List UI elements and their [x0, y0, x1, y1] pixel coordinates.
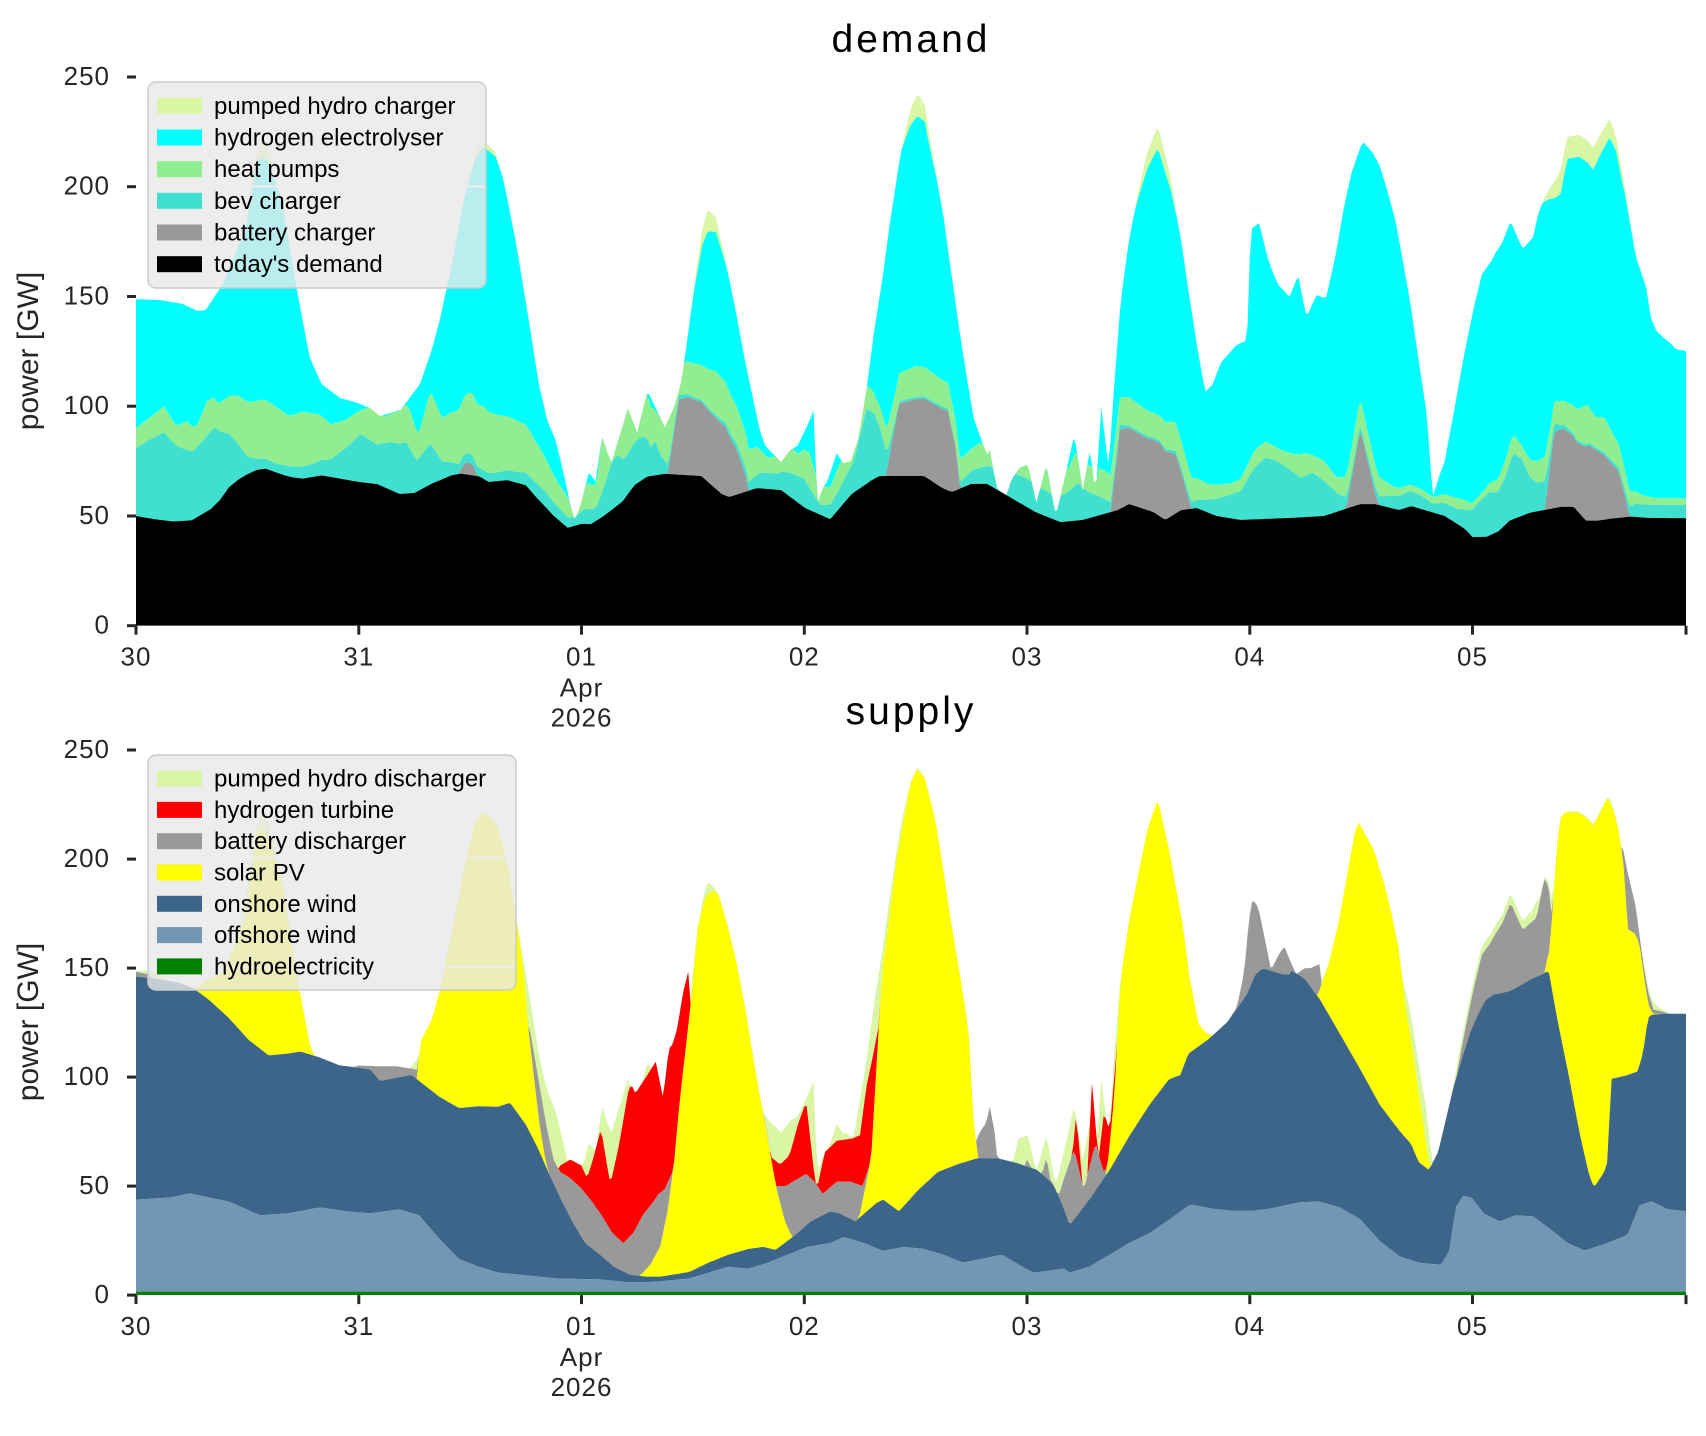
- svg-text:battery discharger: battery discharger: [214, 828, 406, 855]
- svg-text:02: 02: [789, 642, 820, 672]
- svg-text:pumped hydro charger: pumped hydro charger: [214, 93, 455, 120]
- svg-text:05: 05: [1457, 1311, 1488, 1341]
- svg-text:30: 30: [121, 642, 152, 672]
- svg-text:31: 31: [343, 642, 374, 672]
- svg-text:01: 01: [566, 642, 597, 672]
- svg-text:demand: demand: [832, 18, 991, 61]
- svg-text:01: 01: [566, 1311, 597, 1341]
- svg-text:heat pumps: heat pumps: [214, 156, 339, 183]
- svg-text:power [GW]: power [GW]: [12, 943, 45, 1101]
- svg-text:today's demand: today's demand: [214, 251, 383, 278]
- svg-text:offshore wind: offshore wind: [214, 922, 356, 949]
- svg-text:250: 250: [64, 61, 110, 91]
- svg-text:150: 150: [64, 281, 110, 311]
- svg-text:power [GW]: power [GW]: [12, 272, 45, 430]
- svg-text:2026: 2026: [551, 1372, 613, 1402]
- svg-text:hydrogen electrolyser: hydrogen electrolyser: [214, 125, 443, 152]
- svg-text:Apr: Apr: [560, 1342, 603, 1372]
- svg-text:150: 150: [64, 952, 110, 982]
- svg-text:200: 200: [64, 171, 110, 201]
- svg-text:onshore wind: onshore wind: [214, 891, 357, 918]
- svg-text:bev charger: bev charger: [214, 188, 341, 215]
- svg-text:hydroelectricity: hydroelectricity: [214, 953, 374, 980]
- svg-text:30: 30: [121, 1311, 152, 1341]
- svg-text:04: 04: [1234, 1311, 1265, 1341]
- svg-text:hydrogen turbine: hydrogen turbine: [214, 797, 394, 824]
- svg-text:2026: 2026: [551, 703, 613, 733]
- svg-text:Apr: Apr: [560, 673, 603, 703]
- svg-text:100: 100: [64, 1061, 110, 1091]
- svg-text:supply: supply: [846, 690, 977, 733]
- svg-text:04: 04: [1234, 642, 1265, 672]
- svg-text:05: 05: [1457, 642, 1488, 672]
- svg-text:battery charger: battery charger: [214, 220, 375, 247]
- svg-text:50: 50: [79, 500, 110, 530]
- svg-text:03: 03: [1012, 642, 1043, 672]
- svg-text:pumped hydro discharger: pumped hydro discharger: [214, 766, 486, 793]
- svg-text:50: 50: [79, 1170, 110, 1200]
- svg-text:200: 200: [64, 843, 110, 873]
- svg-text:31: 31: [343, 1311, 374, 1341]
- svg-text:02: 02: [789, 1311, 820, 1341]
- svg-text:0: 0: [95, 610, 110, 640]
- svg-text:0: 0: [95, 1279, 110, 1309]
- svg-text:100: 100: [64, 390, 110, 420]
- svg-text:03: 03: [1012, 1311, 1043, 1341]
- svg-text:250: 250: [64, 734, 110, 764]
- svg-text:solar PV: solar PV: [214, 860, 305, 887]
